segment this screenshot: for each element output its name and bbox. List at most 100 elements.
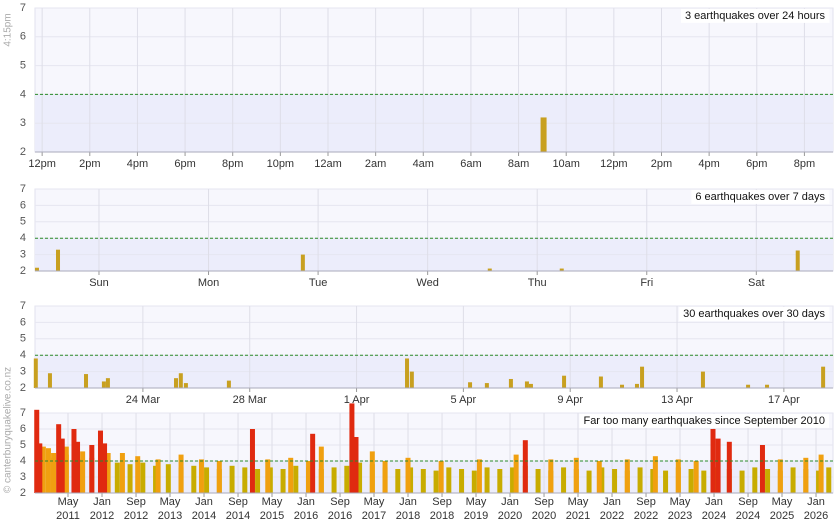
bar: [56, 424, 62, 493]
bar: [803, 457, 809, 493]
x-tick-label: 8am: [508, 158, 529, 170]
x-tick-label: Jan: [195, 496, 213, 508]
y-tick-label: 7: [20, 2, 26, 14]
x-tick-label: Sep: [228, 496, 248, 508]
y-tick-label: 4: [20, 88, 26, 100]
bar: [510, 467, 516, 493]
bar: [89, 445, 95, 493]
panel-title: Far too many earthquakes since September…: [583, 415, 825, 427]
bar: [155, 459, 161, 493]
bar: [795, 250, 800, 271]
bar: [818, 454, 824, 493]
bar: [559, 268, 564, 271]
y-tick-label: 5: [20, 439, 26, 451]
y-tick-label: 4: [20, 232, 26, 244]
bar: [573, 457, 579, 493]
x-tick-label: 10pm: [267, 158, 295, 170]
bar: [357, 462, 363, 493]
x-tick-year: 2026: [804, 510, 828, 522]
bar: [255, 469, 261, 493]
y-tick-label: 7: [20, 183, 26, 195]
x-tick-year: 2012: [124, 510, 148, 522]
x-tick-label: 5 Apr: [451, 394, 477, 406]
bar: [637, 467, 643, 493]
y-tick-label: 7: [20, 300, 26, 312]
x-tick-year: 2016: [294, 510, 318, 522]
bar: [105, 378, 110, 388]
x-tick-label: May: [670, 496, 691, 508]
x-tick-label: 12am: [314, 158, 342, 170]
x-tick-year: 2024: [702, 510, 726, 522]
x-tick-label: 6pm: [174, 158, 195, 170]
bar: [306, 461, 312, 493]
bar: [119, 453, 125, 493]
x-tick-year: 2018: [430, 510, 454, 522]
bar: [51, 453, 57, 493]
bar: [153, 465, 159, 493]
bar: [540, 117, 547, 152]
bar: [349, 403, 355, 493]
bar: [650, 469, 656, 493]
title-background: [579, 413, 829, 428]
x-tick-label: Sep: [330, 496, 350, 508]
bar: [127, 464, 133, 493]
x-tick-year: 2013: [158, 510, 182, 522]
bar: [63, 446, 69, 493]
x-tick-label: Fri: [640, 277, 653, 289]
x-tick-label: 1 Apr: [344, 394, 370, 406]
bar: [97, 430, 103, 493]
bar: [652, 456, 658, 493]
bar: [198, 459, 204, 493]
bar: [183, 383, 188, 388]
bar: [821, 366, 826, 388]
panel-title: 6 earthquakes over 7 days: [695, 191, 825, 203]
y-tick-label: 2: [20, 146, 26, 158]
bar: [586, 470, 592, 493]
x-tick-year: 2022: [634, 510, 658, 522]
y-tick-label: 2: [20, 265, 26, 277]
bar: [47, 373, 52, 388]
bar: [37, 443, 43, 493]
bar: [178, 373, 183, 388]
x-tick-label: Mon: [198, 277, 219, 289]
bar: [524, 381, 529, 388]
bar: [405, 358, 410, 388]
y-tick-label: 4: [20, 349, 26, 361]
bar: [476, 459, 482, 493]
x-tick-year: 2023: [668, 510, 692, 522]
y-tick-label: 5: [20, 60, 26, 72]
bar: [204, 467, 210, 493]
bar: [395, 469, 401, 493]
bar: [612, 469, 618, 493]
x-tick-label: 4pm: [127, 158, 148, 170]
bar: [561, 467, 567, 493]
x-tick-label: Thu: [528, 277, 547, 289]
bar: [624, 459, 630, 493]
title-background: [691, 189, 830, 204]
x-tick-year: 2019: [464, 510, 488, 522]
bar: [105, 453, 111, 493]
x-tick-label: Wed: [416, 277, 438, 289]
panel-title: 3 earthquakes over 24 hours: [685, 10, 826, 22]
panel-title: 30 earthquakes over 30 days: [683, 308, 825, 320]
y-tick-label: 6: [20, 423, 26, 435]
x-tick-year: 2020: [532, 510, 556, 522]
x-tick-label: Jan: [297, 496, 315, 508]
x-tick-label: 24 Mar: [126, 394, 161, 406]
x-tick-label: 8pm: [222, 158, 243, 170]
bar: [288, 457, 294, 493]
bar: [497, 469, 503, 493]
x-tick-year: 2012: [90, 510, 114, 522]
bar: [548, 459, 554, 493]
y-tick-label: 4: [20, 455, 26, 467]
bar: [174, 378, 179, 388]
bar: [790, 467, 796, 493]
y-tick-label: 2: [20, 382, 26, 394]
bar: [310, 433, 316, 493]
bar: [726, 441, 732, 493]
bar: [229, 465, 235, 493]
bar: [634, 383, 639, 388]
x-tick-label: Sep: [738, 496, 758, 508]
y-tick-label: 3: [20, 249, 26, 261]
bar: [528, 383, 533, 388]
